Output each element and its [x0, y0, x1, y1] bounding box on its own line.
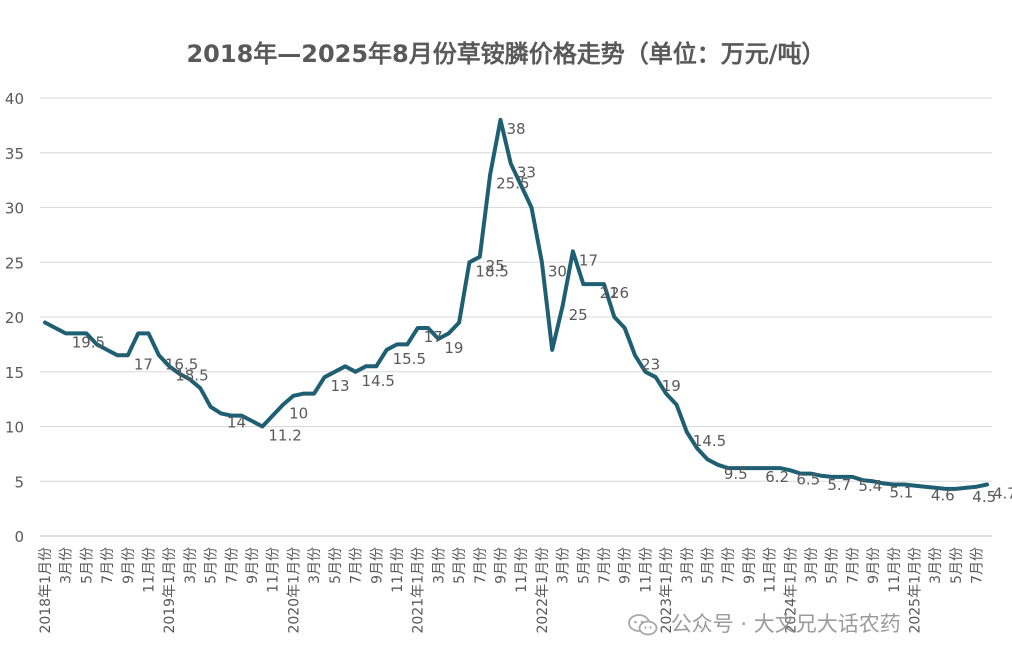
data-label: 14.5: [693, 432, 726, 450]
y-tick-label: 15: [5, 364, 24, 382]
x-tick-label: 5月份: [79, 547, 95, 584]
x-tick-label: 9月份: [245, 547, 261, 584]
x-tick-label: 9月份: [493, 547, 509, 584]
data-label: 9.5: [724, 465, 748, 483]
y-tick-label: 40: [5, 90, 24, 108]
x-tick-label: 5月份: [949, 547, 965, 584]
data-label: 18.5: [475, 262, 508, 280]
data-label: 30: [548, 262, 567, 280]
x-tick-label: 3月份: [183, 547, 199, 584]
grid-lines: [40, 97, 992, 537]
x-tick-label: 2018年1月份: [38, 547, 54, 634]
data-label: 26: [610, 284, 629, 302]
y-tick-label: 0: [14, 528, 24, 546]
data-label: 4.6: [931, 487, 955, 505]
x-axis: 2018年1月份 3月份 5月份 7月份 9月份 11月份 2019年1月份 3月份 5月份 7月…: [38, 547, 986, 634]
x-tick-label: 9月份: [742, 547, 758, 584]
y-tick-label: 25: [5, 254, 24, 272]
x-tick-label: 2019年1月份: [162, 547, 178, 634]
data-label: 19.5: [72, 333, 105, 351]
data-label: 17: [579, 251, 598, 269]
chart-title: 2018年—2025年8月份草铵膦价格走势（单位：万元/吨）: [186, 40, 825, 68]
data-label: 25: [569, 306, 588, 324]
x-tick-label: 7月份: [970, 547, 986, 584]
x-tick-label: 7月份: [224, 547, 240, 584]
x-tick-label: 9月份: [866, 547, 882, 584]
x-tick-label: 5月份: [452, 547, 468, 584]
y-tick-label: 30: [5, 200, 24, 218]
data-label: 4.7: [993, 485, 1012, 503]
data-label: 21: [600, 284, 619, 302]
x-tick-label: 11月份: [887, 547, 903, 593]
data-label: 17: [134, 355, 153, 373]
x-tick-label: 7月份: [349, 547, 365, 584]
x-tick-label: 5月份: [204, 547, 220, 584]
y-tick-label: 35: [5, 145, 24, 163]
series-line: [43, 117, 989, 491]
data-label: 15.5: [393, 350, 426, 368]
x-tick-label: 11月份: [638, 547, 654, 593]
x-tick-label: 11月份: [142, 547, 158, 593]
y-tick-label: 20: [5, 309, 24, 327]
data-label: 16.5: [165, 355, 198, 373]
data-label: 23: [641, 355, 660, 373]
x-tick-label: 11月份: [266, 547, 282, 593]
y-axis: 0 5 10 15 20 25 30 35 40: [5, 90, 24, 546]
data-label: 25: [486, 257, 505, 275]
x-tick-label: 2025年1月份: [908, 547, 924, 634]
x-tick-label: 3月份: [59, 547, 75, 584]
data-label: 13: [330, 377, 349, 395]
data-label: 14: [227, 413, 246, 431]
wechat-logo-icon: [628, 614, 658, 636]
data-label: 18.5: [175, 366, 208, 384]
data-label: 17: [424, 328, 443, 346]
x-tick-label: 3月份: [928, 547, 944, 584]
x-tick-label: 7月份: [721, 547, 737, 584]
x-tick-label: 3月份: [431, 547, 447, 584]
data-label: 5.7: [827, 476, 851, 494]
x-tick-label: 11月份: [763, 547, 779, 593]
watermark-text: 公众号 · 大文兄大话农药: [670, 612, 901, 636]
x-tick-label: 7月份: [597, 547, 613, 584]
x-tick-label: 5月份: [825, 547, 841, 584]
data-label: 6.2: [765, 468, 789, 486]
x-tick-label: 7月份: [845, 547, 861, 584]
x-tick-label: 2024年1月份: [783, 547, 799, 634]
data-label: 33: [517, 164, 536, 182]
x-tick-label: 7月份: [473, 547, 489, 584]
x-tick-label: 5月份: [328, 547, 344, 584]
data-label: 14.5: [362, 372, 395, 390]
data-label: 19: [662, 377, 681, 395]
data-label: 5.4: [858, 477, 882, 495]
data-label: 19: [444, 339, 463, 357]
data-label: 4.5: [972, 488, 996, 506]
x-tick-label: 9月份: [121, 547, 137, 584]
x-tick-label: 2020年1月份: [286, 547, 302, 634]
data-label: 38: [506, 120, 525, 138]
x-tick-label: 9月份: [618, 547, 634, 584]
watermark: 公众号 · 大文兄大话农药: [628, 608, 901, 638]
data-label: 10: [289, 405, 308, 423]
x-tick-label: 2023年1月份: [659, 547, 675, 634]
data-label: 11.2: [268, 427, 301, 445]
x-tick-label: 3月份: [680, 547, 696, 584]
x-tick-label: 2021年1月份: [411, 547, 427, 634]
x-tick-label: 9月份: [369, 547, 385, 584]
data-label: 6.5: [796, 470, 820, 488]
x-tick-label: 3月份: [556, 547, 572, 584]
data-label: 5.1: [889, 483, 913, 501]
x-tick-label: 5月份: [576, 547, 592, 584]
y-tick-label: 5: [14, 473, 24, 491]
y-tick-label: 10: [5, 419, 24, 437]
data-label: 25.5: [496, 175, 529, 193]
x-tick-label: 7月份: [100, 547, 116, 584]
x-tick-label: 3月份: [804, 547, 820, 584]
x-tick-label: 11月份: [390, 547, 406, 593]
x-tick-label: 11月份: [514, 547, 530, 593]
x-tick-label: 5月份: [701, 547, 717, 584]
x-tick-label: 3月份: [307, 547, 323, 584]
x-tick-label: 2022年1月份: [535, 547, 551, 634]
